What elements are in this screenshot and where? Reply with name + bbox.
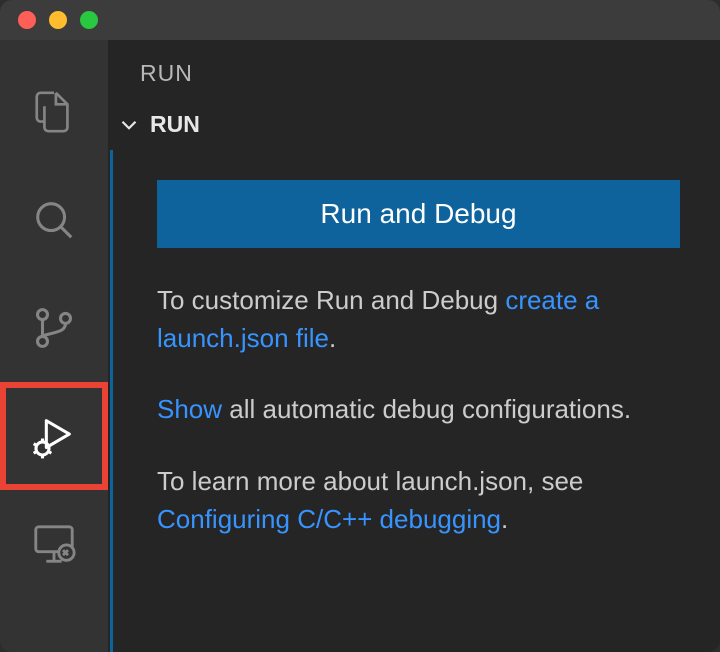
- customize-hint: To customize Run and Debug create a laun…: [157, 282, 680, 357]
- text: .: [329, 323, 336, 353]
- content-area: RUN RUN Run and Debug To customize Run a…: [0, 40, 720, 652]
- learn-more-hint: To learn more about launch.json, see Con…: [157, 463, 680, 538]
- text: all automatic debug configurations.: [222, 394, 631, 424]
- close-window-button[interactable]: [18, 11, 36, 29]
- text: .: [501, 504, 508, 534]
- run-and-debug-button[interactable]: Run and Debug: [157, 180, 680, 248]
- activity-run-debug[interactable]: [0, 382, 108, 490]
- activity-search[interactable]: [0, 166, 108, 274]
- text: To learn more about launch.json, see: [157, 466, 583, 496]
- maximize-window-button[interactable]: [80, 11, 98, 29]
- activity-remote[interactable]: [0, 490, 108, 598]
- show-configs-link[interactable]: Show: [157, 394, 222, 424]
- titlebar: [0, 0, 720, 40]
- branch-icon: [31, 305, 77, 351]
- activity-explorer[interactable]: [0, 58, 108, 166]
- configuring-debugging-link[interactable]: Configuring C/C++ debugging: [157, 504, 501, 534]
- window: RUN RUN Run and Debug To customize Run a…: [0, 0, 720, 652]
- section-header-run[interactable]: RUN: [108, 101, 720, 150]
- text: To customize Run and Debug: [157, 285, 505, 315]
- search-icon: [31, 197, 77, 243]
- panel-title: RUN: [108, 40, 720, 101]
- section-body: Run and Debug To customize Run and Debug…: [110, 150, 720, 652]
- activity-bar: [0, 40, 108, 652]
- section-label: RUN: [150, 111, 200, 138]
- chevron-down-icon: [116, 112, 142, 138]
- run-debug-icon: [31, 413, 77, 459]
- activity-source-control[interactable]: [0, 274, 108, 382]
- remote-explorer-icon: [31, 521, 77, 567]
- show-configs-hint: Show all automatic debug configurations.: [157, 391, 680, 429]
- files-icon: [31, 89, 77, 135]
- run-panel: RUN RUN Run and Debug To customize Run a…: [108, 40, 720, 652]
- minimize-window-button[interactable]: [49, 11, 67, 29]
